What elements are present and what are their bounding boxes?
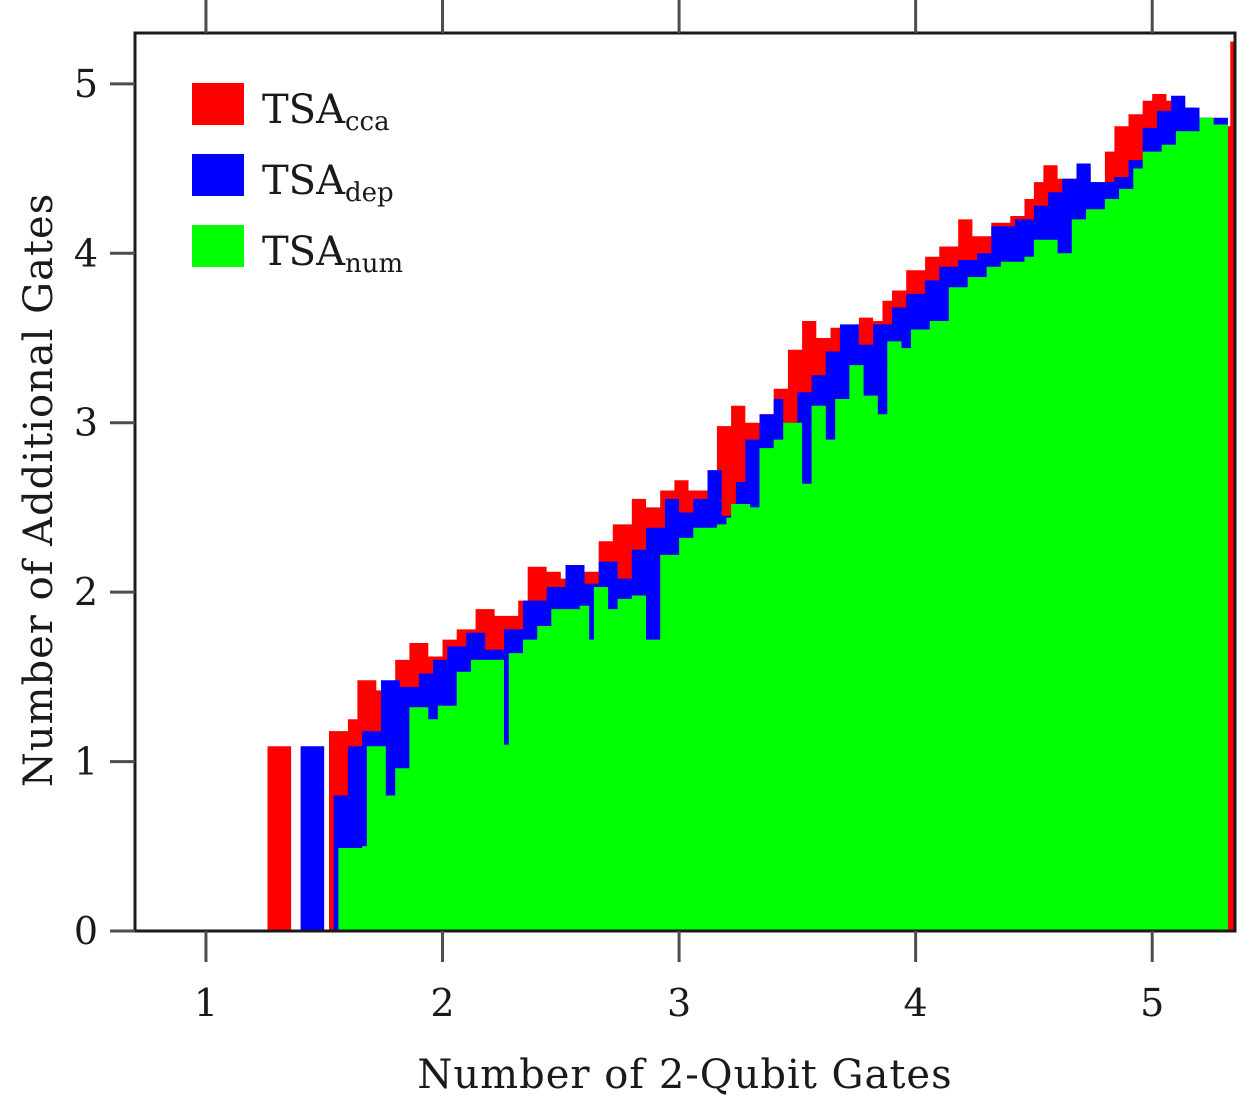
y-axis-label: Number of Additional Gates (16, 193, 62, 787)
legend-swatch-cca (192, 83, 244, 125)
y-tick-label: 3 (74, 401, 98, 445)
y-tick-label: 5 (74, 62, 98, 106)
x-axis-label: Number of 2-Qubit Gates (417, 1052, 952, 1098)
legend-label-cca: TSAcca (262, 87, 390, 137)
series-layer (135, 41, 1235, 931)
x-tick-label: 2 (430, 981, 454, 1025)
x-tick-label: 1 (194, 981, 218, 1025)
ticks-layer: 1 2 3 4 5 0 1 2 3 4 5 (74, 0, 1164, 1025)
plot-frame (133, 31, 1237, 933)
legend-swatch-num (192, 225, 244, 267)
legend-label-dep: TSAdep (262, 158, 394, 208)
y-tick-label: 2 (74, 570, 98, 614)
legend-swatch-dep (192, 154, 244, 196)
y-tick-label: 4 (74, 231, 98, 275)
y-tick-label: 1 (74, 740, 98, 784)
legend-label-num: TSAnum (262, 229, 403, 279)
y-tick-label: 0 (74, 909, 98, 953)
legend: TSAcca TSAdep TSAnum (192, 83, 403, 279)
x-tick-label: 5 (1140, 981, 1164, 1025)
x-tick-label: 3 (667, 981, 691, 1025)
x-tick-label: 4 (904, 981, 928, 1025)
series-area-num (135, 117, 1228, 931)
